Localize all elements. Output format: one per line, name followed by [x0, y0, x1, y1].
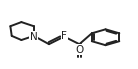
Text: O: O: [75, 45, 83, 55]
Text: F: F: [61, 31, 67, 41]
Text: N: N: [30, 32, 38, 42]
